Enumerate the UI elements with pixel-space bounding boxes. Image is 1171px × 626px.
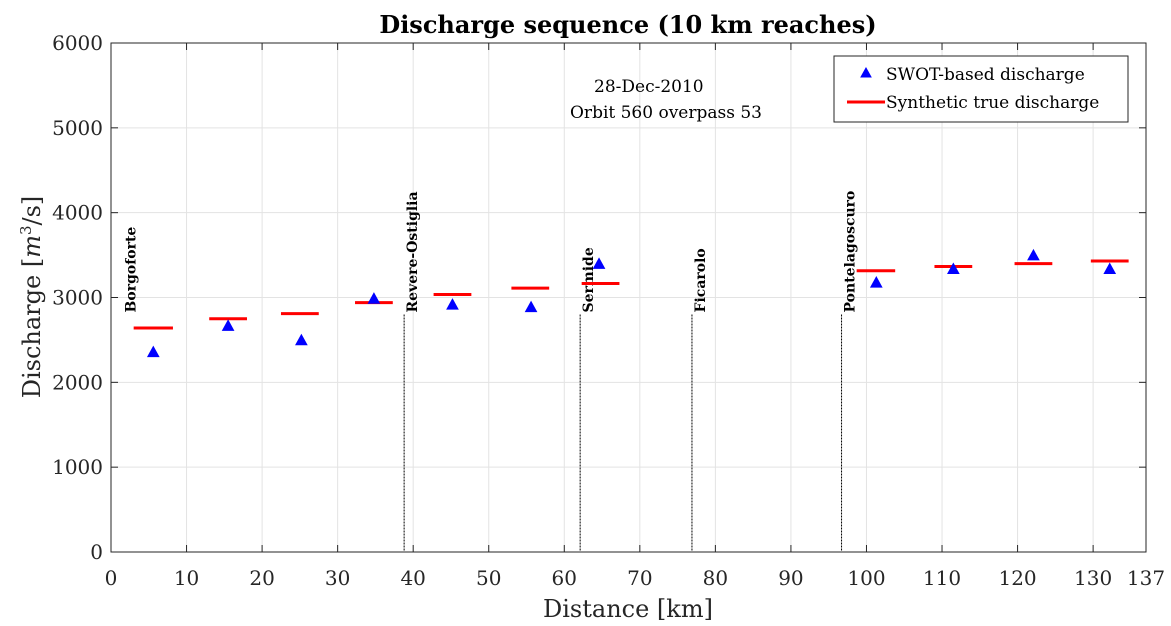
annotation-date: 28-Dec-2010: [594, 77, 704, 97]
legend-true-label: Synthetic true discharge: [886, 93, 1099, 113]
y-axis-label-prefix: Discharge [: [18, 258, 46, 398]
x-tick-label: 50: [476, 566, 501, 590]
y-axis-label-suffix: /s]: [18, 196, 46, 226]
x-tick-label: 100: [847, 566, 885, 590]
x-tick-label: 60: [552, 566, 577, 590]
x-tick-label: 120: [998, 566, 1036, 590]
legend: SWOT-based discharge Synthetic true disc…: [833, 55, 1129, 123]
y-tick-label: 6000: [52, 31, 103, 55]
station-markers: Borgoforte Revere-Ostiglia Sermide Ficarolo…: [123, 191, 859, 552]
x-tick-label: 70: [627, 566, 652, 590]
data-series: [133, 248, 1129, 358]
station-label: Borgoforte: [123, 227, 139, 313]
axis-ticks: 0 10 20 30 40 50 60 70 80 90 100 110 120 130 137 0 1000 2…: [52, 31, 1165, 590]
y-tick-label: 4000: [52, 201, 103, 225]
y-tick-label: 2000: [52, 370, 103, 394]
y-axis-label: Discharge [m3/s]: [17, 196, 46, 399]
swot-discharge-point: [592, 257, 606, 269]
swot-discharge-point: [446, 298, 459, 310]
x-tick-label: 110: [923, 566, 961, 590]
swot-discharge-point: [1027, 248, 1040, 261]
station-label: Sermide: [581, 247, 597, 312]
station-label: Pontelagoscuro: [843, 191, 859, 313]
y-tick-label: 5000: [52, 116, 103, 140]
swot-discharge-point: [146, 345, 160, 358]
chart-title: Discharge sequence (10 km reaches): [379, 10, 876, 39]
grid-lines: [111, 43, 1146, 552]
x-tick-label: 40: [400, 566, 425, 590]
y-axis-label-superscript: 3: [17, 225, 35, 235]
station-label: Revere-Ostiglia: [405, 191, 421, 312]
swot-discharge-point: [869, 276, 883, 288]
station-label: Ficarolo: [693, 248, 709, 312]
y-tick-label: 0: [90, 540, 103, 564]
y-tick-label: 1000: [52, 455, 103, 479]
swot-discharge-point: [367, 292, 381, 304]
x-tick-label: 10: [174, 566, 199, 590]
swot-discharge-point: [295, 333, 308, 346]
x-tick-label: 0: [105, 566, 118, 590]
y-tick-label: 3000: [52, 286, 103, 310]
legend-box: [833, 55, 1129, 123]
y-axis-label-unit: m: [18, 235, 46, 258]
legend-swot-label: SWOT-based discharge: [886, 65, 1085, 85]
x-axis-label: Distance [km]: [543, 595, 713, 623]
swot-discharge-point: [1103, 262, 1117, 275]
x-tick-label: 90: [778, 566, 803, 590]
x-tick-label: 130: [1074, 566, 1112, 590]
swot-discharge-point: [947, 262, 960, 275]
legend-swot-marker: [860, 66, 872, 78]
swot-discharge-point: [221, 319, 235, 331]
x-tick-label: 30: [325, 566, 350, 590]
x-tick-label: 20: [249, 566, 274, 590]
x-tick-label: 80: [703, 566, 728, 590]
annotation-orbit: Orbit 560 overpass 53: [570, 103, 762, 123]
swot-discharge-point: [524, 300, 538, 313]
x-tick-label: 137: [1127, 566, 1165, 590]
